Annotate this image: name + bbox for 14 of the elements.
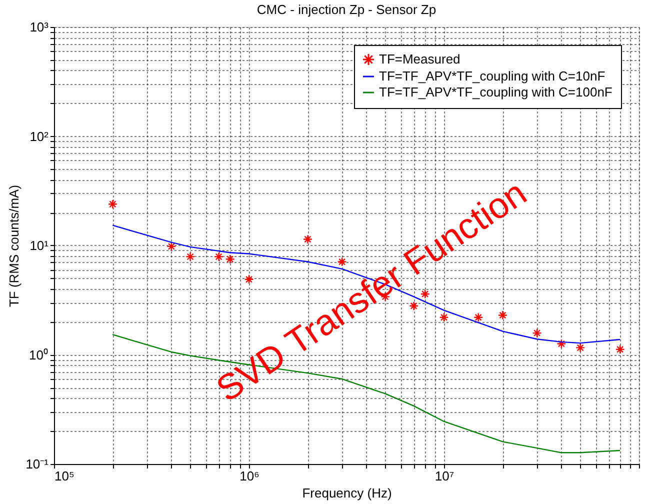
x-tick-label: 10⁵ [54,468,74,484]
x-tick-label: 10⁷ [434,468,454,484]
chart-title: CMC - injection Zp - Sensor Zp [256,2,436,17]
x-tick-label: 10⁶ [240,468,260,484]
legend-label: TF=TF_APV*TF_coupling with C=100nF [379,84,612,100]
y-tick-label: 10¹ [30,238,50,253]
x-axis-title: Frequency (Hz) [302,486,392,500]
y-tick-label: 10⁰ [29,347,48,362]
legend-label: TF=TF_APV*TF_coupling with C=10nF [379,68,606,84]
y-tick-label: 10⁻¹ [26,456,50,472]
y-tick-label: 10² [30,128,50,144]
y-tick-label: 10³ [30,20,50,34]
y-axis-title: TF (RMS counts/mA) [6,184,22,308]
legend-label: TF=Measured [379,52,460,66]
